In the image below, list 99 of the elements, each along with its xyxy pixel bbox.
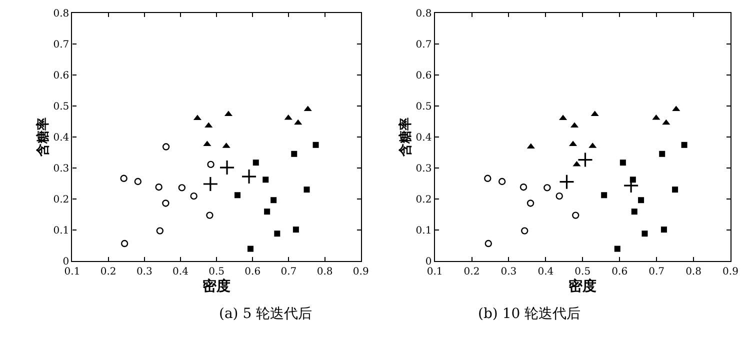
point <box>484 174 492 182</box>
point <box>190 192 198 200</box>
x-tick-label: 0.9 <box>352 266 369 278</box>
x-tick-label: 0.5 <box>208 266 225 278</box>
point <box>572 160 581 166</box>
y-tick-label: 0.4 <box>53 132 70 144</box>
x-tick-label: 0.2 <box>100 266 116 278</box>
point <box>134 178 142 186</box>
y-tick-label: 0 <box>425 256 432 268</box>
point <box>155 183 162 191</box>
point <box>234 192 240 198</box>
point <box>206 212 214 219</box>
point <box>120 174 128 182</box>
y-tick-label: 0.3 <box>53 164 70 175</box>
y-tick-label: 0.7 <box>416 40 432 51</box>
point <box>252 160 259 166</box>
y-tick-label: 0.3 <box>416 164 432 175</box>
y-tick-label: 0.8 <box>53 8 70 20</box>
point <box>652 114 660 120</box>
point <box>202 176 218 192</box>
point <box>247 246 254 252</box>
x-tick-label: 0.5 <box>574 266 591 278</box>
x-tick-label: 0.1 <box>64 266 80 278</box>
point <box>162 143 170 150</box>
x-tick-label: 0.8 <box>686 266 702 278</box>
x-tick-label: 0.8 <box>316 266 333 278</box>
point <box>520 183 528 191</box>
point <box>642 230 648 237</box>
point <box>638 197 644 204</box>
y-tick-label: 0.6 <box>53 70 70 82</box>
point <box>156 227 164 234</box>
x-tick-label: 0.7 <box>280 266 297 278</box>
point <box>620 160 626 166</box>
point <box>304 186 310 193</box>
x-tick-label: 0.3 <box>500 266 517 278</box>
y-axis-title: 含糖率 <box>35 118 52 158</box>
x-tick-label: 0.1 <box>426 266 443 278</box>
y-axis-title: 含糖率 <box>398 118 414 158</box>
point <box>601 192 608 198</box>
y-tick-label: 0.1 <box>53 226 70 237</box>
point <box>498 178 506 186</box>
y-tick-label: 0.7 <box>53 40 70 51</box>
y-tick-label: 0.5 <box>416 102 432 113</box>
point <box>558 174 575 190</box>
point <box>270 197 277 204</box>
point <box>572 212 580 219</box>
x-axis-title: 密度 <box>202 277 231 294</box>
point <box>672 186 678 193</box>
point <box>662 119 670 125</box>
point <box>193 114 202 120</box>
point <box>559 114 568 120</box>
point <box>219 160 235 176</box>
point <box>681 142 688 148</box>
point <box>264 208 270 215</box>
point <box>241 168 257 184</box>
point <box>162 200 170 207</box>
x-tick-label: 0.6 <box>612 266 628 278</box>
y-tick-label: 0.8 <box>416 8 432 20</box>
point <box>659 150 666 157</box>
point <box>631 208 638 215</box>
point <box>291 150 298 157</box>
point <box>312 142 319 148</box>
y-tick-label: 0.2 <box>53 194 70 206</box>
y-tick-label: 0.6 <box>416 70 432 82</box>
x-tick-label: 0.3 <box>136 266 152 278</box>
point <box>526 143 535 149</box>
point <box>484 240 492 248</box>
point <box>203 140 212 146</box>
point <box>294 119 302 125</box>
point <box>556 192 563 200</box>
x-tick-label: 0.6 <box>244 266 261 278</box>
x-tick-label: 0.9 <box>722 266 738 278</box>
text: (b) 10 轮迭代后 <box>478 306 581 322</box>
point <box>544 184 551 192</box>
point <box>304 106 312 112</box>
point <box>262 176 269 183</box>
text: (a) 5 轮迭代后 <box>219 306 312 322</box>
point <box>526 200 534 207</box>
point <box>660 226 667 233</box>
y-tick-label: 0.1 <box>416 226 432 237</box>
point <box>120 240 128 248</box>
y-tick-label: 0.5 <box>53 102 70 113</box>
point <box>284 114 292 120</box>
x-tick-label: 0.4 <box>538 266 554 278</box>
x-tick-label: 0.7 <box>648 266 665 278</box>
point <box>292 226 299 233</box>
x-tick-label: 0.4 <box>172 266 188 278</box>
point <box>207 160 214 168</box>
point <box>672 106 680 112</box>
point <box>577 152 594 168</box>
point <box>178 184 186 192</box>
point <box>274 230 280 237</box>
x-axis-title: 密度 <box>568 277 597 294</box>
y-tick-label: 0 <box>62 256 70 268</box>
point <box>521 227 528 234</box>
y-tick-label: 0.2 <box>416 194 432 206</box>
y-tick-label: 0.4 <box>416 132 432 144</box>
x-tick-label: 0.2 <box>464 266 480 278</box>
point <box>614 246 620 252</box>
